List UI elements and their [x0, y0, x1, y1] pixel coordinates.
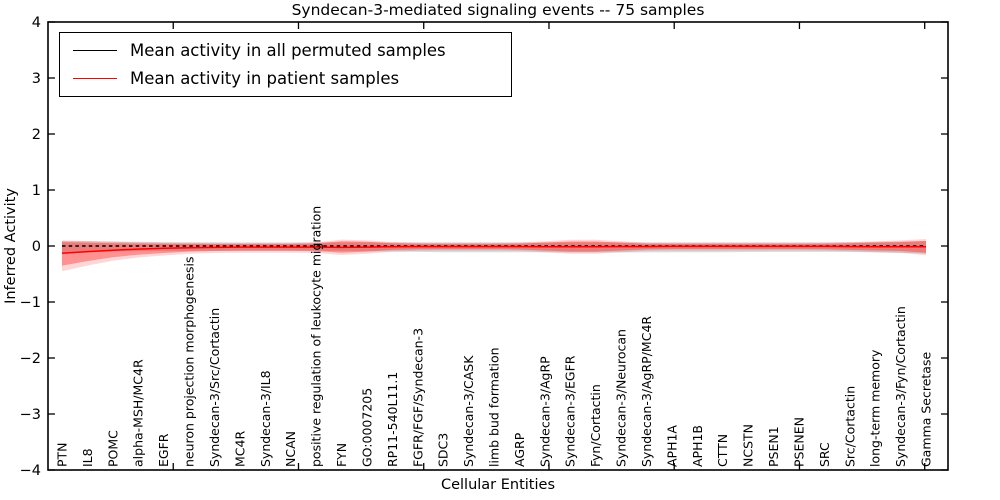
entity-label: Syndecan-3/Src/Cortactin: [207, 308, 222, 467]
entity-label: long-term memory: [868, 349, 883, 467]
entity-label: FYN: [334, 443, 349, 467]
entity-label: POMC: [105, 430, 120, 467]
legend-label-patient: Mean activity in patient samples: [130, 68, 400, 88]
entity-label: GO:0007205: [359, 388, 374, 467]
chart-title: Syndecan-3-mediated signaling events -- …: [291, 1, 705, 19]
legend-entry-patient: Mean activity in patient samples: [73, 69, 511, 88]
y-tick-label: −4: [20, 463, 41, 479]
entity-label: APH1B: [690, 425, 705, 467]
y-tick-label: −2: [20, 351, 41, 367]
entity-label: Syndecan-3/Fyn/Cortactin: [893, 306, 908, 467]
entity-label: NCSTN: [741, 424, 756, 467]
legend-line-patient: [73, 77, 117, 79]
entity-label: Gamma Secretase: [919, 352, 934, 467]
legend-entry-permuted: Mean activity in all permuted samples: [73, 41, 511, 60]
entity-label: SDC3: [436, 433, 451, 467]
legend-label-permuted: Mean activity in all permuted samples: [130, 41, 446, 61]
entity-label: Syndecan-3/Neurocan: [614, 329, 629, 467]
entity-label: Syndecan-3/EGFR: [563, 355, 578, 467]
x-axis-label: Cellular Entities: [440, 477, 556, 493]
entity-label: Fyn/Cortactin: [588, 384, 603, 467]
entity-label: Syndecan-3/IL8: [258, 370, 273, 467]
y-tick-label: −3: [20, 407, 41, 423]
y-tick-label: 2: [32, 127, 41, 143]
entity-label: Syndecan-3/AgRP/MC4R: [639, 316, 654, 467]
entity-label: neuron projection morphogenesis: [182, 256, 197, 467]
entity-label: PTN: [55, 442, 70, 467]
entity-label: Syndecan-3/AgRP: [537, 356, 552, 467]
entity-label: SRC: [817, 442, 832, 467]
entity-label: EGFR: [156, 433, 171, 467]
y-tick-label: −1: [20, 295, 41, 311]
entity-label: CTTN: [715, 434, 730, 467]
patient-mean-line: [61, 245, 927, 255]
entity-label: NCAN: [283, 431, 298, 467]
entity-label: FGFR/FGF/Syndecan-3: [410, 328, 425, 467]
entity-label: limb bud formation: [487, 347, 502, 467]
entity-label: IL8: [80, 448, 95, 467]
legend: Mean activity in all permuted samples Me…: [59, 32, 512, 97]
entity-label: Src/Cortactin: [842, 386, 857, 467]
entity-label: RP11-540L11.1: [385, 372, 400, 467]
entity-label: APH1A: [664, 425, 679, 467]
y-tick-label: 4: [32, 15, 41, 31]
legend-line-permuted: [73, 50, 117, 52]
y-tick-label: 3: [32, 71, 41, 87]
entity-label: positive regulation of leukocyte migrati…: [309, 206, 324, 467]
entity-label: MC4R: [232, 431, 247, 467]
entity-label: alpha-MSH/MC4R: [131, 359, 146, 467]
y-tick-label: 0: [32, 239, 41, 255]
entity-label: Syndecan-3/CASK: [461, 355, 476, 467]
entity-label: PSENEN: [791, 417, 806, 467]
y-tick-label: 1: [32, 183, 41, 199]
entity-label: PSEN1: [766, 426, 781, 467]
entity-label: AGRP: [512, 432, 527, 467]
